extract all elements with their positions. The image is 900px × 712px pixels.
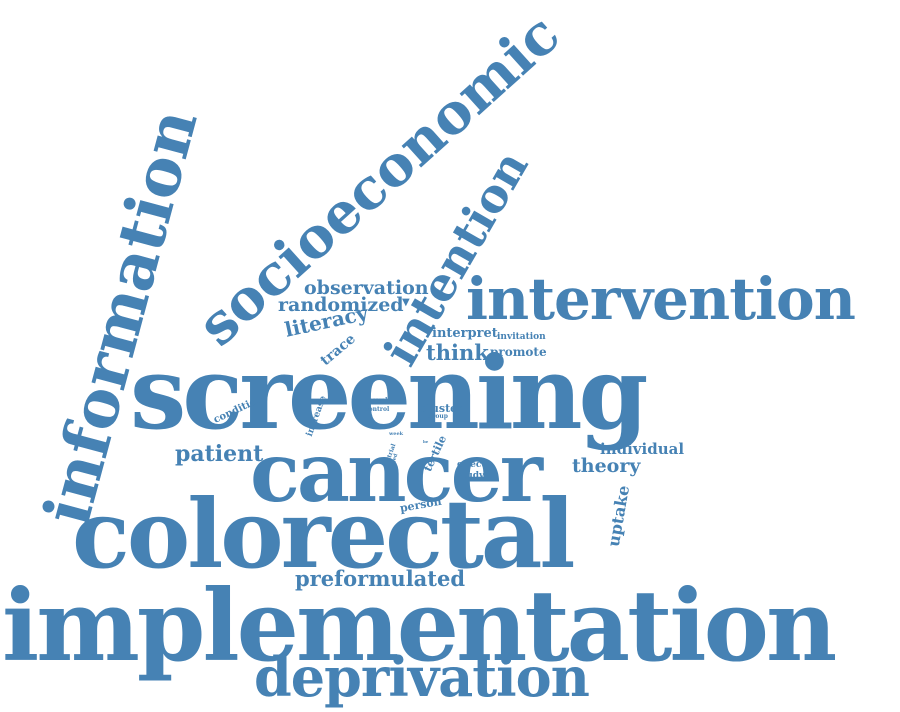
word-be: be	[423, 439, 429, 444]
word-uptake: uptake	[603, 483, 634, 549]
chevron-down-icon: ▼	[402, 297, 410, 308]
word-screening: screening	[130, 334, 648, 452]
word-promote: promote	[490, 345, 547, 359]
word-deprivation: deprivation	[254, 645, 590, 709]
word-implementation: implementation	[2, 569, 837, 684]
word-patient: patient	[175, 441, 264, 467]
word-observation: observation	[304, 277, 429, 299]
word-effect: effect	[457, 460, 486, 470]
word-randomized: randomized	[278, 294, 404, 316]
word-cancer: cancer	[250, 425, 543, 521]
word-think: think	[426, 340, 489, 365]
word-group: group	[428, 413, 448, 420]
word-invitation: invitation	[497, 332, 546, 342]
word-individual: individual	[600, 440, 685, 458]
word-theory: theory	[572, 455, 641, 477]
word-cluster: cluster	[420, 402, 463, 415]
word-colorectal: colorectal	[72, 479, 576, 590]
word-interpret: interpret	[432, 326, 498, 341]
word-week: week	[389, 431, 404, 437]
word-preformulated: preformulated	[295, 566, 466, 591]
word-intervention: intervention	[466, 265, 856, 333]
word-study: study	[457, 471, 485, 481]
word-control: control	[365, 406, 390, 413]
word-bowel: bowel	[368, 397, 388, 404]
